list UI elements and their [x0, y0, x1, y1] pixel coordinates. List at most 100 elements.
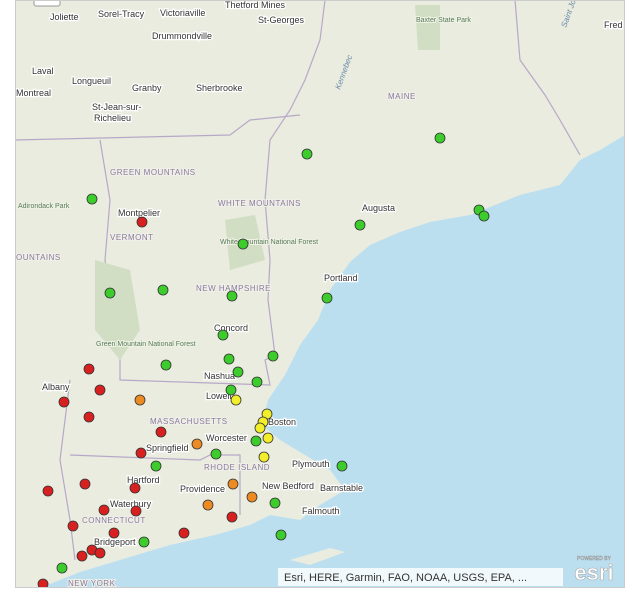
station-marker[interactable] [226, 511, 238, 523]
station-marker[interactable] [202, 499, 214, 511]
place-label: Worcester [206, 433, 247, 443]
station-marker[interactable] [321, 292, 333, 304]
place-label: Hartford [127, 475, 160, 485]
place-label: NEW HAMPSHIRE [196, 284, 271, 293]
station-marker[interactable] [267, 350, 279, 362]
station-marker[interactable] [134, 394, 146, 406]
station-marker[interactable] [86, 193, 98, 205]
place-label: Fred [604, 20, 623, 30]
place-label: Plymouth [292, 459, 330, 469]
place-label: Drummondville [152, 31, 212, 41]
island [290, 548, 345, 565]
station-marker[interactable] [138, 536, 150, 548]
station-marker[interactable] [251, 376, 263, 388]
border [15, 114, 301, 141]
station-marker[interactable] [98, 504, 110, 516]
park-area [95, 5, 440, 360]
place-label: Springfield [146, 443, 189, 453]
station-marker[interactable] [275, 529, 287, 541]
place-label: Montpelier [118, 208, 160, 218]
attribution: Esri, HERE, Garmin, FAO, NOAA, USGS, EPA… [284, 572, 527, 584]
place-label: Lowell [206, 391, 232, 401]
place-label: Laval [32, 66, 54, 76]
station-marker[interactable] [262, 432, 274, 444]
station-marker[interactable] [160, 359, 172, 371]
station-marker[interactable] [191, 438, 203, 450]
place-label: WHITE MOUNTAINS [218, 199, 301, 208]
place-label: Longueuil [72, 76, 111, 86]
station-marker[interactable] [301, 148, 313, 160]
station-marker[interactable] [237, 238, 249, 250]
place-label: Victoriaville [160, 8, 205, 18]
station-marker[interactable] [478, 210, 490, 222]
station-marker[interactable] [223, 353, 235, 365]
place-label: Waterbury [110, 499, 152, 509]
station-marker[interactable] [227, 478, 239, 490]
place-label: Richelieu [94, 113, 131, 123]
place-label: GREEN MOUNTAINS [110, 168, 196, 177]
attribution-bg [278, 568, 563, 586]
place-label: Barnstable [320, 483, 363, 493]
place-label: NEW YORK [68, 579, 116, 588]
station-marker[interactable] [129, 482, 141, 494]
place-label: Baxter State Park [416, 17, 471, 24]
place-label: Joliette [50, 12, 79, 22]
logo-caption: POWERED BY [577, 556, 612, 562]
border [59, 379, 76, 561]
place-label: MAINE [388, 92, 416, 101]
station-marker[interactable] [226, 290, 238, 302]
station-marker[interactable] [246, 491, 258, 503]
basemap: Joliette Sorel-Tracy Victoriaville Thetford… [15, 0, 625, 589]
station-marker[interactable] [232, 366, 244, 378]
station-marker[interactable] [269, 497, 281, 509]
place-label: Boston [268, 417, 296, 427]
place-label: St-Jean-sur- [92, 102, 142, 112]
station-marker[interactable] [155, 426, 167, 438]
station-marker[interactable] [258, 451, 270, 463]
place-label: OUNTAINS [16, 253, 61, 262]
station-marker[interactable] [230, 394, 242, 406]
station-marker[interactable] [37, 578, 49, 589]
station-marker[interactable] [150, 460, 162, 472]
station-marker[interactable] [104, 287, 116, 299]
place-label: Sorel-Tracy [98, 9, 145, 19]
station-marker[interactable] [135, 447, 147, 459]
station-marker[interactable] [108, 527, 120, 539]
station-marker[interactable] [79, 478, 91, 490]
place-label: Augusta [362, 203, 395, 213]
station-marker[interactable] [76, 550, 88, 562]
station-marker[interactable] [217, 329, 229, 341]
station-marker[interactable] [130, 505, 142, 517]
station-marker[interactable] [254, 422, 266, 434]
place-label: Montreal [16, 88, 51, 98]
station-marker[interactable] [42, 485, 54, 497]
place-label: Sherbrooke [196, 83, 243, 93]
place-label: Albany [42, 382, 70, 392]
map-frame [15, 0, 625, 588]
station-marker[interactable] [56, 562, 68, 574]
station-marker[interactable] [354, 219, 366, 231]
place-label: Granby [132, 83, 162, 93]
station-marker[interactable] [225, 384, 237, 396]
place-label: RHODE ISLAND [204, 463, 270, 472]
station-marker[interactable] [178, 527, 190, 539]
logo: esri [574, 560, 613, 585]
place-label: Bridgeport [94, 537, 136, 547]
station-marker[interactable] [83, 363, 95, 375]
station-marker[interactable] [434, 132, 446, 144]
station-marker[interactable] [250, 435, 262, 447]
place-label: St-Georges [258, 15, 305, 25]
station-marker[interactable] [94, 384, 106, 396]
station-marker[interactable] [67, 520, 79, 532]
station-marker[interactable] [94, 547, 106, 559]
border [264, 0, 326, 356]
border [514, 0, 581, 156]
ocean [40, 135, 625, 588]
station-marker[interactable] [136, 216, 148, 228]
station-marker[interactable] [210, 448, 222, 460]
station-marker[interactable] [83, 411, 95, 423]
station-marker[interactable] [157, 284, 169, 296]
station-marker[interactable] [336, 460, 348, 472]
station-marker[interactable] [58, 396, 70, 408]
